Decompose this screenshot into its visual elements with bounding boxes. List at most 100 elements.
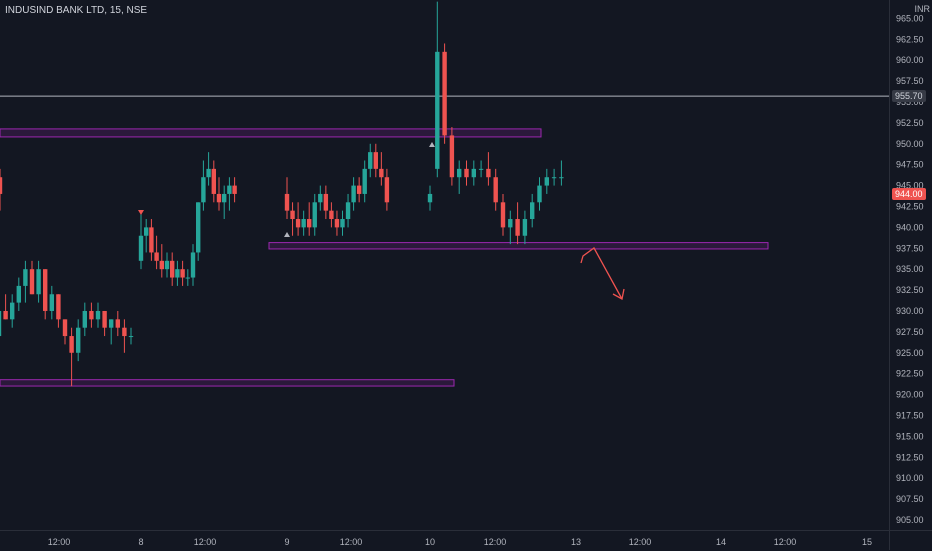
time-tick-label: 8 [138, 537, 143, 547]
price-axis-ticks: 965.00962.50960.00957.50955.00952.50950.… [896, 13, 924, 525]
candle-body [500, 202, 506, 228]
sell-signal-marker [138, 210, 144, 215]
time-tick-label: 15 [862, 537, 872, 547]
zone-rectangle [0, 128, 542, 138]
candle-body [109, 319, 114, 328]
time-tick-label: 9 [284, 537, 289, 547]
chart-area[interactable]: INDUSIND BANK LTD, 15, NSE [0, 0, 889, 530]
candle-body [216, 193, 222, 203]
candle-body [82, 310, 87, 328]
price-tick-label: 952.50 [896, 118, 924, 128]
candle-body [307, 219, 312, 228]
time-axis[interactable]: 12:00 8 12:00 9 12:00 10 12:00 13 12:00 14 12:00 15 [0, 530, 889, 550]
candle-body [329, 210, 334, 220]
candle-body [144, 227, 149, 236]
price-tick-label: 920.00 [896, 390, 924, 400]
zone-rectangle [268, 242, 769, 250]
price-tick-label: 915.00 [896, 431, 924, 441]
price-chart[interactable] [0, 0, 889, 530]
candle-body [493, 177, 498, 203]
candle-body [290, 210, 295, 220]
candle-body [449, 135, 455, 178]
candle-body [76, 327, 81, 353]
candle-body [180, 269, 185, 278]
candle-body [373, 152, 378, 169]
candle-body [384, 177, 390, 203]
candle-body [95, 310, 101, 320]
price-tick-label: 960.00 [896, 55, 924, 65]
time-tick-label: 10 [425, 537, 435, 547]
candle-body [10, 302, 15, 320]
candle-body [486, 168, 491, 178]
candle-body [301, 219, 306, 228]
candle-body [23, 269, 28, 286]
candle-body [56, 294, 61, 320]
candle-body [544, 177, 549, 186]
candle-body [340, 219, 345, 228]
candle-body [211, 168, 216, 194]
time-tick-label: 14 [716, 537, 726, 547]
candle-body [196, 202, 201, 253]
candle-body [295, 219, 301, 228]
symbol-legend[interactable]: INDUSIND BANK LTD, 15, NSE [5, 5, 148, 16]
candle-body [122, 327, 127, 337]
candle-body [551, 177, 557, 179]
price-tick-label: 922.50 [896, 369, 924, 379]
price-tick-label: 940.00 [896, 222, 924, 232]
price-tick-label: 962.50 [896, 34, 924, 44]
candle-body [185, 277, 190, 279]
candle-body [170, 260, 175, 278]
time-tick-label: 12:00 [774, 537, 797, 547]
candle-body [89, 310, 94, 320]
price-tick-label: 965.00 [896, 13, 924, 23]
candle-body [362, 168, 367, 194]
candle-body [284, 193, 290, 211]
candle-body [368, 152, 373, 169]
price-axis[interactable]: 965.00962.50960.00957.50955.00952.50950.… [889, 0, 932, 530]
candle-body [232, 185, 237, 194]
candle-body [478, 168, 484, 170]
candle-body [190, 252, 196, 278]
price-tick-label: 937.50 [896, 243, 924, 253]
candle-body [537, 185, 542, 203]
candle-body [102, 310, 107, 328]
price-tick-label: 905.00 [896, 515, 924, 525]
candle-body [159, 260, 164, 270]
buy-signal-marker [284, 232, 290, 237]
time-tick-label: 13 [571, 537, 581, 547]
candle-body [69, 336, 74, 353]
candle-body [201, 177, 206, 203]
candle-body [3, 310, 8, 320]
price-tick-label: 942.50 [896, 201, 924, 211]
candle-body [435, 51, 440, 169]
candle-body [379, 168, 384, 178]
candle-body [128, 336, 134, 338]
price-tick-label: 945.00 [896, 181, 924, 191]
candle-body [175, 269, 180, 278]
candle-body [0, 177, 3, 194]
axis-corner [889, 530, 932, 550]
candle-body [49, 294, 54, 311]
candle-body [312, 202, 317, 228]
candle-body [29, 269, 35, 295]
candle-body [138, 235, 144, 261]
candle-body [0, 310, 2, 337]
candle-body [16, 285, 21, 303]
currency-label: INR [914, 4, 931, 14]
candle-body [351, 185, 356, 203]
candle-body [62, 319, 68, 337]
candle-body [427, 193, 433, 203]
price-tick-label: 932.50 [896, 285, 924, 295]
price-tick-label: 935.00 [896, 264, 924, 274]
candle-body [206, 168, 211, 178]
time-tick-label: 12:00 [340, 537, 363, 547]
price-tick-label: 947.50 [896, 160, 924, 170]
candle-body [457, 168, 462, 178]
price-tick-label: 927.50 [896, 327, 924, 337]
candle-body [464, 168, 469, 178]
price-tick-label: 917.50 [896, 410, 924, 420]
price-tick-label: 950.00 [896, 139, 924, 149]
candle-body [149, 227, 154, 253]
candle-body [522, 219, 528, 236]
time-tick-label: 12:00 [48, 537, 71, 547]
